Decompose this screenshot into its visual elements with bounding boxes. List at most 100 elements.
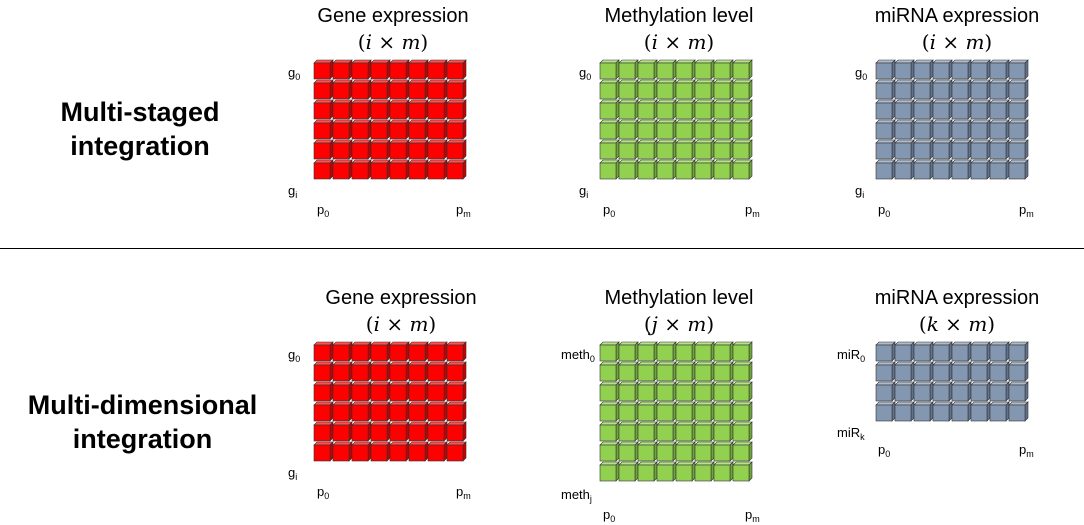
row-label-bottom: gi xyxy=(288,465,298,482)
cube-cell xyxy=(894,79,915,100)
cube-cell xyxy=(618,119,639,140)
cube-cell xyxy=(694,381,715,402)
cube-cell xyxy=(618,361,639,382)
cube-cell xyxy=(408,119,429,140)
cube-cell xyxy=(332,361,353,382)
cube-cell xyxy=(332,119,353,140)
col-label-left: p0 xyxy=(317,202,330,219)
mirna-expression-grid xyxy=(875,341,1029,422)
cube-cell xyxy=(618,341,639,362)
cube-cell xyxy=(599,79,620,100)
cube-cell xyxy=(694,79,715,100)
cube-cell xyxy=(1008,361,1029,382)
cube-cell xyxy=(389,341,410,362)
cube-cell xyxy=(408,361,429,382)
row-label-bottom: gi xyxy=(579,183,589,200)
cube-cell xyxy=(599,99,620,120)
cube-cell xyxy=(351,361,372,382)
col-label-left: p0 xyxy=(878,202,891,219)
cube-cell xyxy=(427,381,448,402)
cube-cell xyxy=(894,119,915,140)
row-label-top: miR0 xyxy=(837,347,866,364)
panel-title-gene-expression: Gene expression xyxy=(317,5,469,27)
cube-cell xyxy=(351,341,372,362)
cube-cell xyxy=(351,139,372,160)
cube-cell xyxy=(732,59,753,80)
cube-cell xyxy=(970,401,991,422)
cube-cell xyxy=(656,79,677,100)
cube-cell xyxy=(637,441,658,462)
cube-cell xyxy=(427,59,448,80)
cube-cell xyxy=(675,341,696,362)
cube-cell xyxy=(637,461,658,482)
cube-cell xyxy=(970,361,991,382)
cube-cell xyxy=(732,159,753,180)
cube-cell xyxy=(618,461,639,482)
cube-cell xyxy=(970,79,991,100)
cube-cell xyxy=(875,99,896,120)
col-label-left: p0 xyxy=(603,202,616,219)
cube-cell xyxy=(370,441,391,462)
cube-cell xyxy=(932,119,953,140)
section-title-multi-staged: Multi-staged integration xyxy=(20,95,260,163)
cube-cell xyxy=(894,139,915,160)
cube-cell xyxy=(1008,59,1029,80)
cube-cell xyxy=(599,361,620,382)
cube-cell xyxy=(713,341,734,362)
cube-cell xyxy=(389,421,410,442)
cube-cell xyxy=(1008,381,1029,402)
cube-cell xyxy=(694,119,715,140)
row-label-bottom: gi xyxy=(288,183,298,200)
cube-cell xyxy=(408,59,429,80)
cube-cell xyxy=(989,401,1010,422)
row-label-bottom: methj xyxy=(561,487,592,504)
cube-cell xyxy=(408,381,429,402)
cube-cell xyxy=(446,59,467,80)
cube-cell xyxy=(694,441,715,462)
cube-cell xyxy=(656,461,677,482)
cube-cell xyxy=(446,139,467,160)
cube-cell xyxy=(951,381,972,402)
cube-cell xyxy=(637,59,658,80)
cube-cell xyxy=(675,79,696,100)
cube-cell xyxy=(875,401,896,422)
cube-cell xyxy=(675,119,696,140)
cube-cell xyxy=(713,79,734,100)
cube-cell xyxy=(656,421,677,442)
cube-cell xyxy=(1008,119,1029,140)
cube-cell xyxy=(370,159,391,180)
methylation-level-grid xyxy=(599,341,753,482)
cube-cell xyxy=(389,361,410,382)
row-label-top: g0 xyxy=(288,65,301,82)
row-label-top: meth0 xyxy=(561,347,595,364)
cube-cell xyxy=(599,139,620,160)
panel-title-mirna-expression: miRNA expression xyxy=(874,5,1040,27)
cube-cell xyxy=(732,361,753,382)
cube-cell xyxy=(599,461,620,482)
cube-cell xyxy=(951,341,972,362)
cube-cell xyxy=(894,59,915,80)
col-label-left: p0 xyxy=(878,442,891,459)
cube-cell xyxy=(932,99,953,120)
cube-cell xyxy=(894,381,915,402)
cube-cell xyxy=(656,441,677,462)
cube-cell xyxy=(989,341,1010,362)
cube-cell xyxy=(313,381,334,402)
cube-cell xyxy=(989,139,1010,160)
cube-cell xyxy=(370,421,391,442)
cube-cell xyxy=(313,401,334,422)
panel-title-mirna-expression: miRNA expression xyxy=(874,287,1040,309)
cube-cell xyxy=(675,421,696,442)
panel-dimension: (i × m) xyxy=(357,30,429,54)
cube-cell xyxy=(970,99,991,120)
cube-cell xyxy=(637,159,658,180)
cube-cell xyxy=(694,59,715,80)
cube-cell xyxy=(675,361,696,382)
cube-cell xyxy=(1008,139,1029,160)
cube-cell xyxy=(332,341,353,362)
cube-cell xyxy=(713,381,734,402)
cube-cell xyxy=(618,401,639,422)
cube-cell xyxy=(332,381,353,402)
row-label-bottom: gi xyxy=(855,183,865,200)
cube-cell xyxy=(389,401,410,422)
